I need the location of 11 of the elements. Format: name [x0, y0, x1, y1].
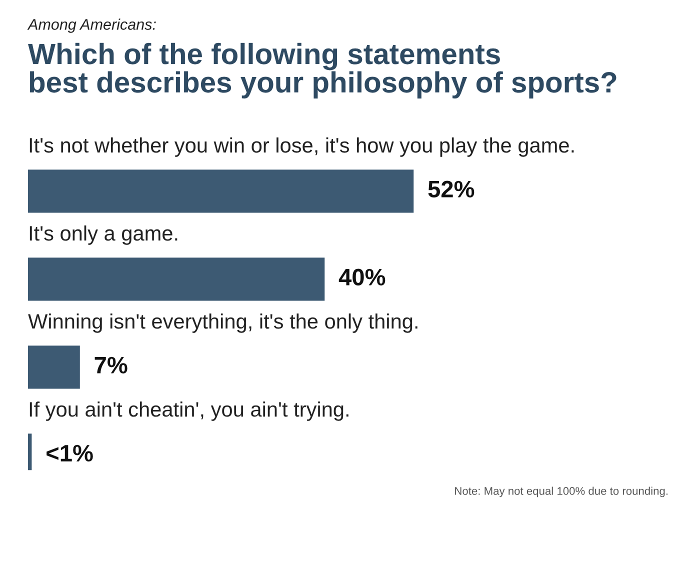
- data-label: <1%: [46, 444, 93, 462]
- data-label: 40%: [338, 268, 386, 286]
- text: Note: May not equal 100% due to rounding.: [455, 486, 668, 498]
- data-label: 52%: [428, 180, 474, 198]
- y-tick-label: It's only a game.: [30, 225, 178, 245]
- y-tick-label: If you ain't cheatin', you ain't trying.: [30, 401, 348, 421]
- chart-subtitle: Among Americans:: [27, 18, 156, 33]
- y-tick-label: It's not whether you win or lose, it's how you play the game.: [30, 137, 574, 157]
- chart-title: Which of the following statements best describes your philosophy of sports?: [28, 42, 616, 98]
- data-label: 7%: [94, 356, 128, 374]
- y-tick-label: Winning isn't everything, it's the only thing.: [28, 313, 418, 333]
